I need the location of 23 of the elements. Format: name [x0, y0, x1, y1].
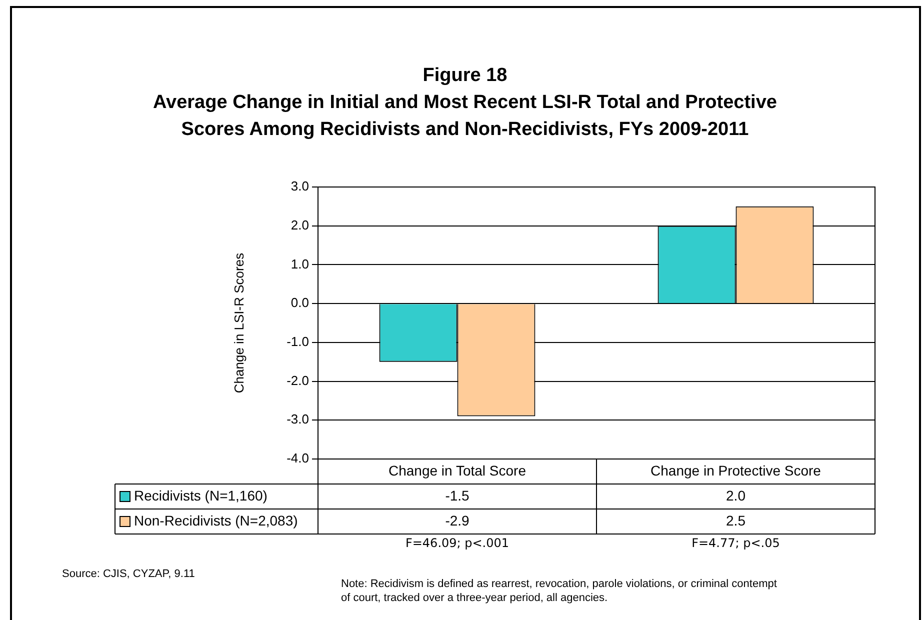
y-tick-label: -3.0 — [286, 412, 309, 427]
y-tick-label: -4.0 — [286, 450, 309, 466]
y-tick-label: -1.0 — [286, 334, 309, 350]
text: Note: Recidivism is defined as rearrest, revocation, parole violations, or criminal contempt of court, tracked over a three-year period, all agencies. — [341, 577, 778, 605]
y-tick-label: 3.0 — [290, 178, 309, 194]
data-label: 2.5 — [726, 512, 746, 528]
y-tick-label: -2.0 — [286, 372, 309, 388]
x-tick-label: Change in Total Score — [388, 462, 526, 478]
text: F=46.09; p<.001 — [404, 536, 510, 550]
y-axis-title: Change in LSI-R Scores — [231, 252, 246, 394]
y-tick-label: 1.0 — [290, 256, 309, 272]
y-tick-label: 2.0 — [290, 217, 309, 232]
x-tick-label: Change in Protective Score — [650, 462, 822, 478]
legend-label: Recidivists (N=1,160) — [134, 487, 268, 504]
data-label: -2.9 — [445, 512, 470, 528]
data-label: -1.5 — [445, 487, 470, 504]
legend-label: Non-Recidivists (N=2,083) — [134, 512, 298, 528]
y-tick-label: 0.0 — [290, 295, 309, 310]
chart-subtitle: Average Change in Initial and Most Recent LSI-R Total and Protective Scores Among Recidivists and Non-Recidivists, FYs 2009-2011 — [152, 91, 778, 142]
data-label: 2.0 — [726, 487, 746, 504]
source-note: Source: CJIS, CYZAP, 9.11 — [62, 568, 195, 580]
text: F=4.77; p<.05 — [690, 536, 781, 550]
chart-title: Figure 18 — [422, 64, 508, 88]
